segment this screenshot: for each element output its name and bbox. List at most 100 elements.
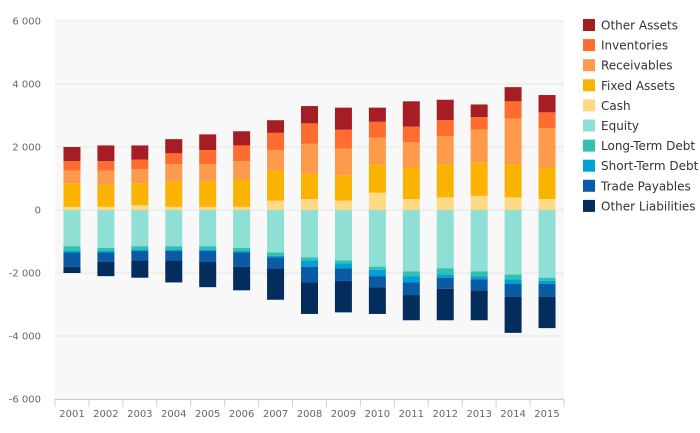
bar-segment-cash-2012: [436, 197, 454, 210]
bar-segment-short-term-debt-2001: [63, 250, 81, 253]
bar-segment-equity-2006: [233, 210, 251, 248]
bar-segment-short-term-debt-2009: [334, 263, 352, 269]
bar-segment-trade-payables-2004: [165, 250, 183, 261]
bar-segment-other-assets-2009: [334, 107, 352, 130]
bar-segment-receivables-2013: [470, 129, 488, 163]
y-tick-label: 0: [35, 206, 41, 217]
bar-segment-other-assets-2003: [131, 145, 149, 160]
bar-stack-2015: [538, 95, 556, 329]
x-tick-label: 2003: [127, 409, 152, 420]
legend-swatch: [583, 199, 595, 212]
bar-segment-inventories-2011: [402, 126, 420, 143]
bar-segment-other-liabilities-2003: [131, 260, 149, 278]
bar-segment-trade-payables-2008: [301, 266, 318, 283]
bar-segment-fixed-assets-2007: [267, 170, 285, 201]
x-tick-label: 2010: [365, 409, 390, 420]
x-tick-label: 2013: [466, 409, 491, 420]
legend-swatch: [583, 99, 595, 112]
bar-segment-other-liabilities-2002: [97, 261, 115, 277]
bar-segment-long-term-debt-2010: [368, 266, 386, 270]
bar-stack-2011: [402, 101, 420, 321]
legend-item-trade-payables[interactable]: Trade Payables: [583, 179, 691, 193]
legend-item-fixed-assets[interactable]: Fixed Assets: [583, 79, 675, 93]
bar-stack-2013: [470, 104, 488, 321]
legend-label: Trade Payables: [600, 179, 691, 193]
bar-segment-other-liabilities-2014: [504, 296, 522, 333]
bar-segment-long-term-debt-2002: [97, 247, 115, 251]
legend-item-other-assets[interactable]: Other Assets: [583, 19, 678, 33]
bar-stack-2002: [97, 145, 115, 277]
y-tick-label: -4 000: [9, 332, 41, 343]
bar-segment-fixed-assets-2001: [63, 183, 81, 207]
x-tick-label: 2007: [263, 409, 288, 420]
bar-segment-cash-2003: [131, 205, 149, 210]
bar-segment-other-assets-2010: [368, 107, 386, 122]
bar-segment-receivables-2012: [436, 135, 454, 165]
legend-item-receivables[interactable]: Receivables: [583, 59, 673, 73]
bar-segment-receivables-2006: [233, 161, 251, 181]
x-tick-label: 2005: [195, 409, 220, 420]
bar-stack-2001: [63, 147, 81, 273]
bar-segment-equity-2014: [504, 210, 522, 275]
legend-swatch: [583, 39, 595, 52]
bar-segment-long-term-debt-2003: [131, 246, 149, 250]
bar-segment-trade-payables-2011: [402, 282, 420, 296]
bar-segment-short-term-debt-2012: [436, 274, 454, 278]
bar-segment-equity-2009: [334, 210, 352, 261]
bar-segment-inventories-2010: [368, 121, 386, 138]
bar-segment-trade-payables-2007: [267, 257, 285, 269]
bar-segment-fixed-assets-2004: [165, 181, 183, 207]
bar-segment-receivables-2003: [131, 169, 149, 184]
legend-item-long-term-debt[interactable]: Long-Term Debt: [583, 139, 695, 153]
bar-segment-short-term-debt-2010: [368, 269, 386, 277]
legend-item-other-liabilities[interactable]: Other Liabilities: [583, 199, 696, 213]
bar-segment-long-term-debt-2008: [301, 257, 318, 261]
bar-segment-trade-payables-2009: [334, 268, 352, 281]
bar-segment-cash-2006: [233, 206, 251, 210]
bar-segment-other-assets-2001: [63, 147, 81, 162]
bar-segment-other-liabilities-2004: [165, 260, 183, 283]
bar-segment-long-term-debt-2006: [233, 247, 251, 251]
bar-segment-cash-2002: [97, 206, 115, 210]
legend-swatch: [583, 19, 595, 31]
legend-item-equity[interactable]: Equity: [583, 119, 639, 133]
bar-segment-trade-payables-2005: [199, 250, 217, 262]
x-tick-label: 2015: [534, 409, 559, 420]
bar-segment-equity-2002: [97, 210, 115, 248]
x-tick-label: 2011: [399, 409, 424, 420]
bar-segment-trade-payables-2003: [131, 250, 149, 261]
legend-swatch: [583, 139, 595, 152]
legend-item-cash[interactable]: Cash: [583, 99, 631, 113]
bar-segment-equity-2003: [131, 210, 149, 247]
legend-item-inventories[interactable]: Inventories: [583, 39, 668, 53]
bar-segment-long-term-debt-2009: [334, 260, 352, 264]
bar-segment-equity-2008: [301, 210, 318, 258]
bar-segment-short-term-debt-2006: [233, 250, 251, 253]
x-tick-label: 2006: [229, 409, 254, 420]
y-tick-label: 6 000: [12, 17, 41, 28]
y-axis: -6 000 -4 000 -2 000 0 2 000 4 000 6 000: [9, 17, 41, 406]
bar-segment-cash-2013: [470, 195, 488, 210]
bar-segment-inventories-2008: [301, 123, 318, 144]
bar-segment-long-term-debt-2015: [538, 277, 556, 281]
bar-segment-long-term-debt-2001: [63, 246, 81, 251]
bar-segment-inventories-2005: [199, 150, 217, 165]
bar-segment-equity-2007: [267, 210, 285, 253]
bar-stacks: [63, 87, 556, 333]
legend-item-short-term-debt[interactable]: Short-Term Debt: [583, 159, 699, 173]
bar-segment-inventories-2014: [504, 101, 522, 119]
x-tick-label: 2012: [433, 409, 458, 420]
bar-segment-fixed-assets-2012: [436, 164, 454, 198]
bar-segment-receivables-2010: [368, 137, 386, 165]
bar-segment-fixed-assets-2006: [233, 180, 251, 207]
bar-segment-short-term-debt-2013: [470, 276, 488, 280]
bar-segment-cash-2004: [165, 206, 183, 210]
bar-segment-long-term-debt-2004: [165, 246, 183, 250]
bar-segment-equity-2012: [436, 210, 454, 269]
bar-segment-long-term-debt-2012: [436, 268, 454, 275]
bar-segment-trade-payables-2014: [504, 284, 522, 297]
bar-segment-long-term-debt-2014: [504, 274, 522, 280]
bar-segment-other-liabilities-2007: [267, 268, 285, 300]
bar-segment-short-term-debt-2007: [267, 255, 285, 258]
bar-segment-fixed-assets-2011: [402, 167, 420, 199]
